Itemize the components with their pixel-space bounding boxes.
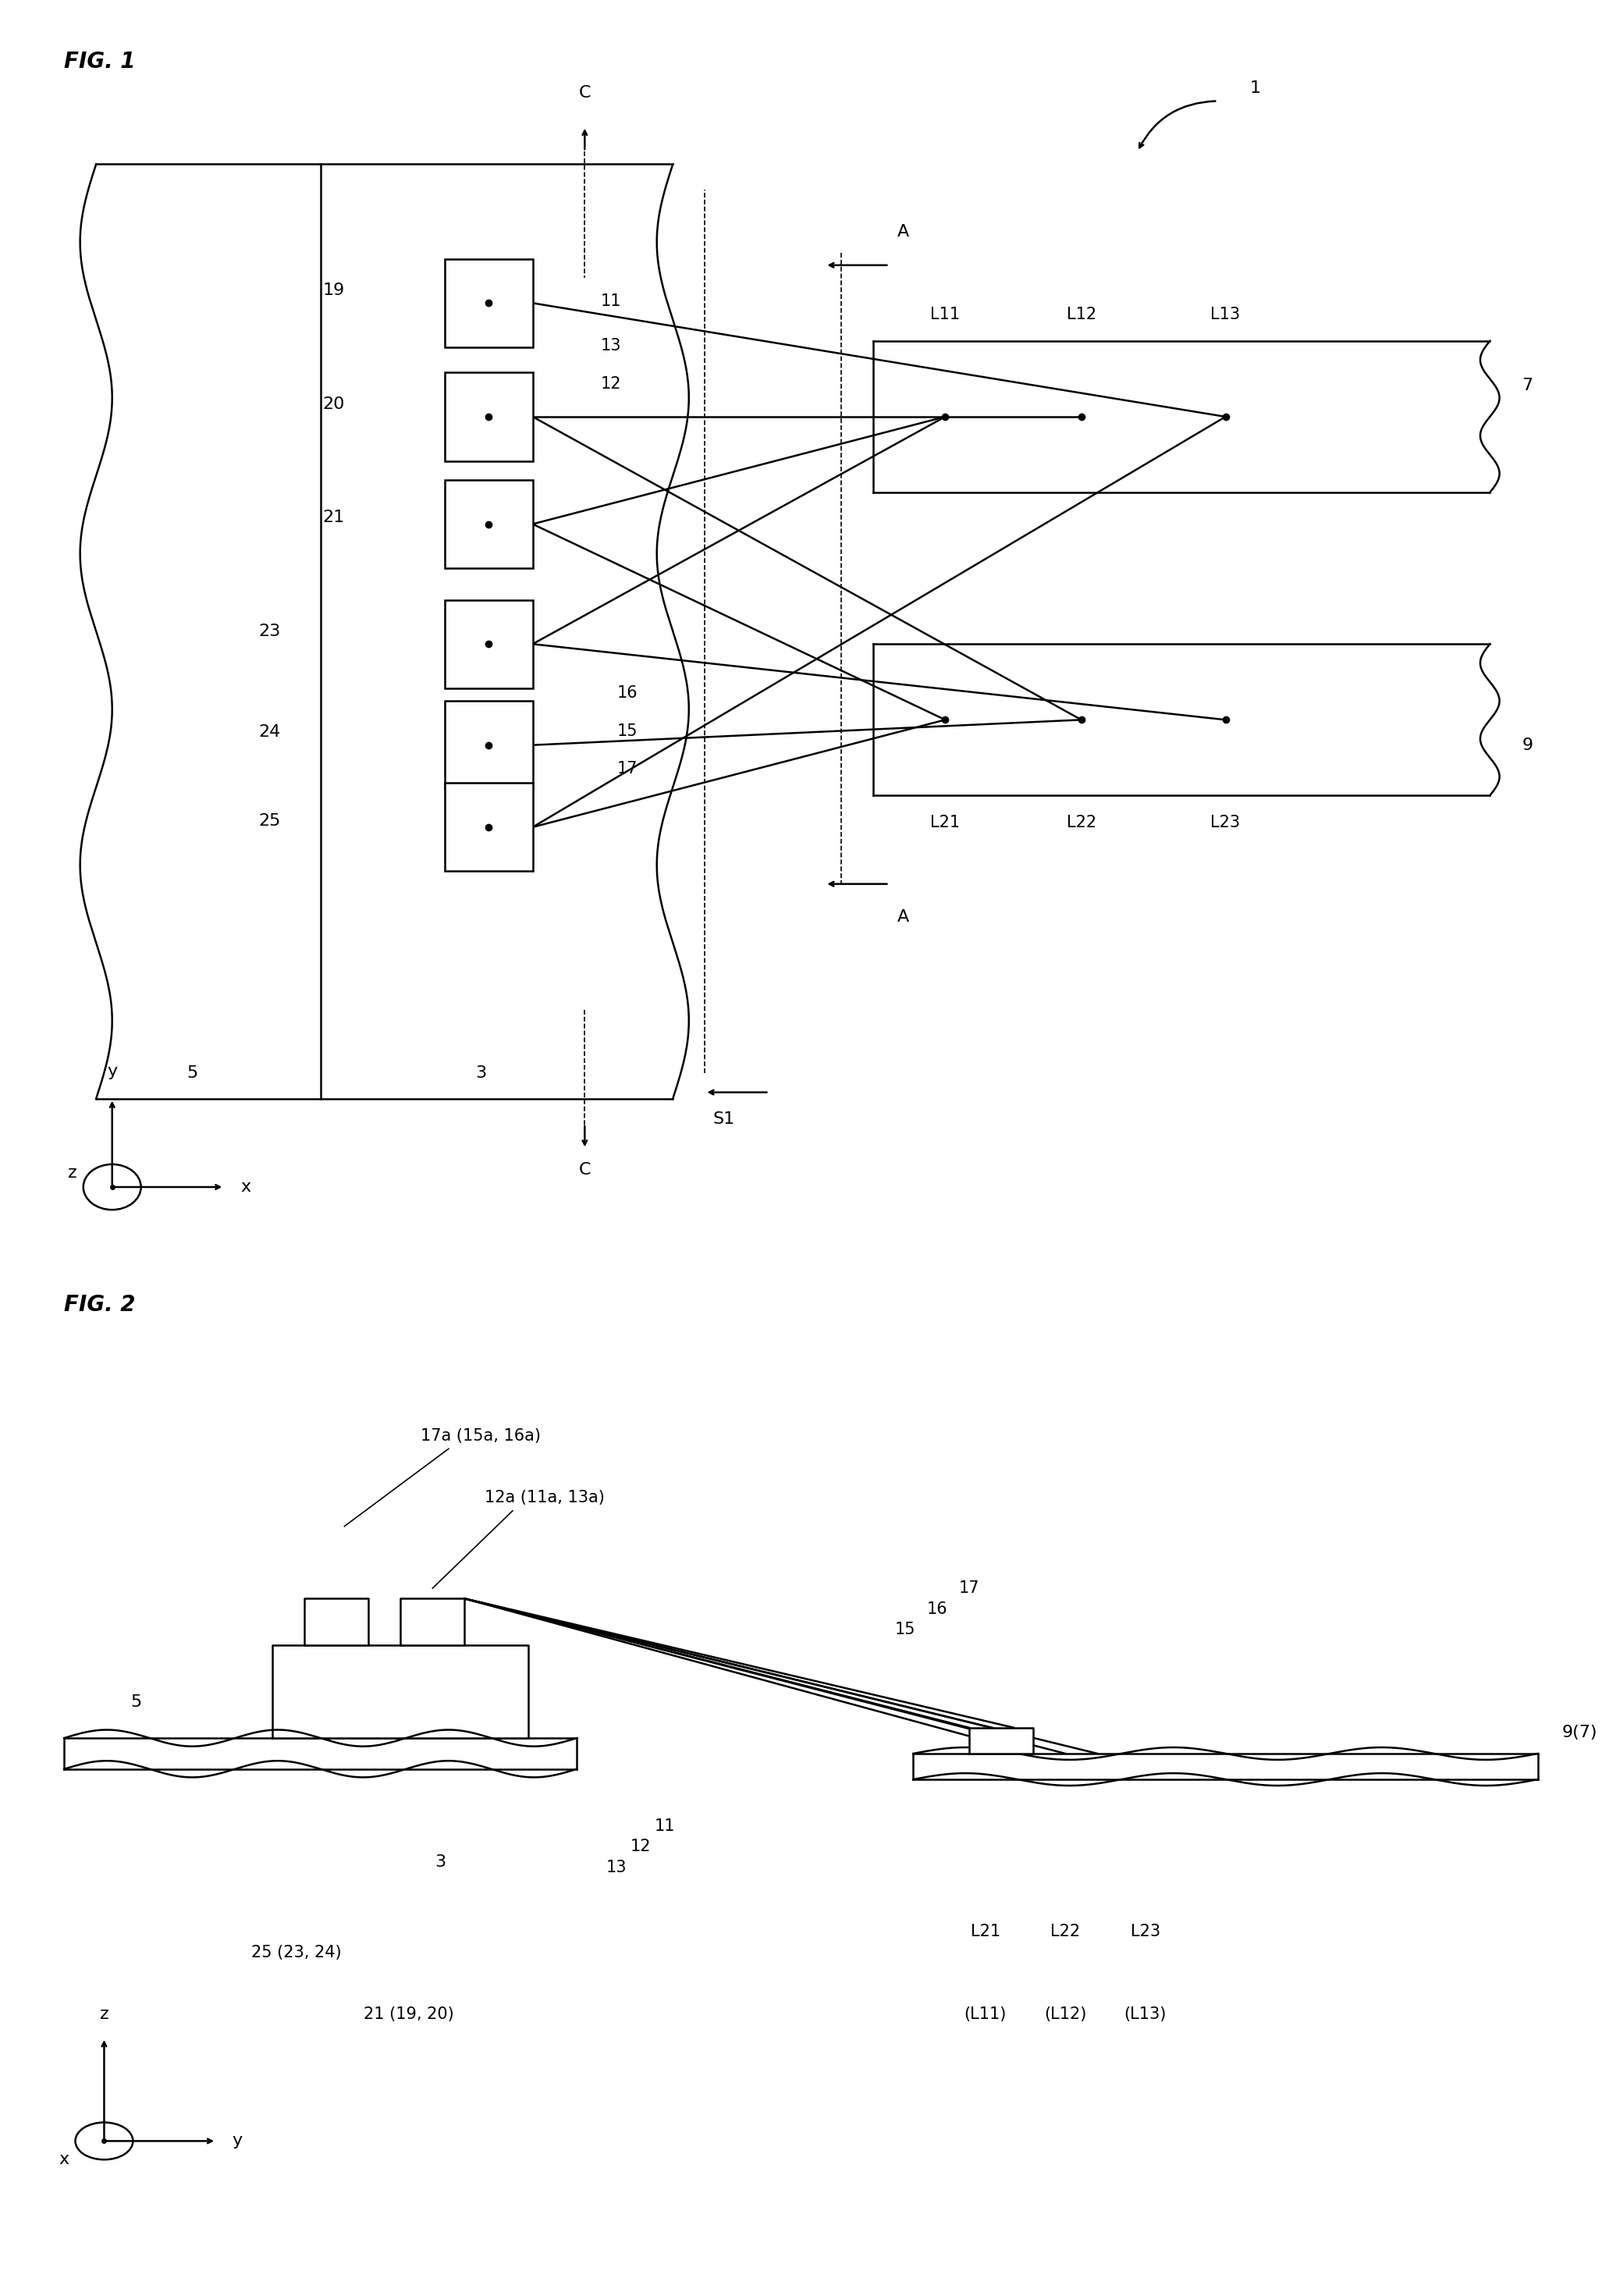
- Text: A: A: [897, 225, 908, 241]
- Polygon shape: [969, 1727, 1033, 1754]
- Text: 21 (19, 20): 21 (19, 20): [364, 2007, 453, 2023]
- Text: (L11): (L11): [964, 2007, 1006, 2023]
- Text: 13: 13: [601, 338, 622, 354]
- Text: 17: 17: [960, 1580, 979, 1596]
- Polygon shape: [445, 700, 532, 790]
- Text: (L12): (L12): [1045, 2007, 1086, 2023]
- Text: L22: L22: [1051, 1924, 1080, 1940]
- Text: 12a (11a, 13a): 12a (11a, 13a): [485, 1490, 604, 1506]
- Text: L11: L11: [931, 305, 960, 321]
- Polygon shape: [304, 1598, 368, 1644]
- Text: L21: L21: [931, 815, 960, 831]
- Polygon shape: [64, 1738, 577, 1768]
- Text: 16: 16: [928, 1600, 947, 1616]
- Text: y: y: [107, 1063, 117, 1079]
- Text: 12: 12: [601, 377, 622, 390]
- Text: 17: 17: [617, 760, 638, 776]
- Text: x: x: [240, 1180, 250, 1194]
- Text: C: C: [578, 85, 591, 101]
- Text: L23: L23: [1211, 815, 1240, 831]
- Text: A: A: [897, 909, 908, 925]
- Text: L23: L23: [1131, 1924, 1160, 1940]
- Text: 25: 25: [258, 813, 280, 829]
- Text: 9: 9: [1522, 737, 1533, 753]
- Text: S1: S1: [713, 1111, 735, 1127]
- Polygon shape: [445, 599, 532, 689]
- Polygon shape: [445, 372, 532, 461]
- Text: L13: L13: [1211, 305, 1240, 321]
- Text: 17a (15a, 16a): 17a (15a, 16a): [420, 1428, 541, 1444]
- Text: 15: 15: [617, 723, 638, 739]
- Text: z: z: [67, 1164, 77, 1180]
- Polygon shape: [913, 1754, 1538, 1779]
- Text: 3: 3: [436, 1855, 445, 1869]
- Polygon shape: [272, 1644, 529, 1738]
- Text: 16: 16: [617, 684, 638, 700]
- Polygon shape: [445, 480, 532, 569]
- Text: 1: 1: [1250, 80, 1261, 96]
- Text: (L13): (L13): [1125, 2007, 1166, 2023]
- Text: L12: L12: [1067, 305, 1096, 321]
- Text: y: y: [232, 2133, 242, 2149]
- Polygon shape: [400, 1598, 465, 1644]
- Text: FIG. 2: FIG. 2: [64, 1295, 136, 1316]
- Text: 11: 11: [655, 1818, 674, 1835]
- Text: x: x: [59, 2151, 69, 2167]
- Text: 9(7): 9(7): [1562, 1724, 1597, 1740]
- Text: 7: 7: [1522, 377, 1533, 393]
- Text: L22: L22: [1067, 815, 1096, 831]
- Text: 19: 19: [322, 282, 344, 298]
- Text: 15: 15: [896, 1621, 915, 1637]
- Text: 12: 12: [631, 1839, 650, 1855]
- Text: z: z: [99, 2007, 109, 2023]
- Text: 5: 5: [131, 1694, 141, 1711]
- Text: FIG. 1: FIG. 1: [64, 51, 136, 73]
- Text: 5: 5: [187, 1065, 197, 1081]
- Text: 21: 21: [322, 510, 344, 526]
- Text: C: C: [578, 1162, 591, 1178]
- Text: 23: 23: [258, 625, 280, 638]
- Text: 13: 13: [607, 1860, 626, 1876]
- Text: 11: 11: [601, 294, 622, 310]
- Text: 3: 3: [476, 1065, 485, 1081]
- Polygon shape: [445, 259, 532, 347]
- Text: 25 (23, 24): 25 (23, 24): [252, 1945, 341, 1961]
- Text: 24: 24: [258, 726, 280, 739]
- Text: L21: L21: [971, 1924, 1000, 1940]
- Polygon shape: [445, 783, 532, 872]
- Text: 20: 20: [322, 397, 344, 411]
